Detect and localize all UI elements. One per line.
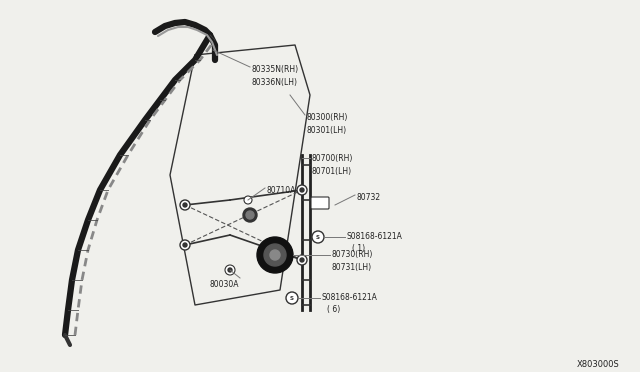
Circle shape bbox=[183, 243, 187, 247]
Circle shape bbox=[257, 237, 293, 273]
Circle shape bbox=[180, 240, 190, 250]
Text: S: S bbox=[290, 295, 294, 301]
Circle shape bbox=[286, 292, 298, 304]
Text: X803000S: X803000S bbox=[577, 360, 620, 369]
Text: S08168-6121A: S08168-6121A bbox=[347, 232, 403, 241]
FancyBboxPatch shape bbox=[311, 197, 329, 209]
Text: S08168-6121A: S08168-6121A bbox=[322, 293, 378, 302]
Text: 80700(RH): 80700(RH) bbox=[312, 154, 353, 163]
Circle shape bbox=[312, 231, 324, 243]
Circle shape bbox=[264, 244, 286, 266]
Circle shape bbox=[270, 250, 280, 260]
Circle shape bbox=[244, 196, 252, 204]
Circle shape bbox=[246, 211, 254, 219]
Circle shape bbox=[228, 268, 232, 272]
Text: S: S bbox=[316, 234, 320, 240]
Text: ( 1): ( 1) bbox=[352, 244, 365, 253]
Circle shape bbox=[297, 255, 307, 265]
Circle shape bbox=[180, 200, 190, 210]
Text: 80300(RH): 80300(RH) bbox=[307, 113, 348, 122]
Circle shape bbox=[297, 185, 307, 195]
Text: 80335N(RH): 80335N(RH) bbox=[252, 65, 299, 74]
Circle shape bbox=[225, 265, 235, 275]
Text: 80030A: 80030A bbox=[210, 280, 239, 289]
Text: 80730(RH): 80730(RH) bbox=[332, 250, 373, 259]
Text: 80710A: 80710A bbox=[267, 186, 296, 195]
Circle shape bbox=[300, 258, 304, 262]
Circle shape bbox=[300, 188, 304, 192]
Circle shape bbox=[243, 208, 257, 222]
Text: 80301(LH): 80301(LH) bbox=[307, 126, 347, 135]
Text: 80336N(LH): 80336N(LH) bbox=[252, 78, 298, 87]
Text: 80732: 80732 bbox=[357, 193, 381, 202]
Text: ( 6): ( 6) bbox=[327, 305, 340, 314]
Text: 80731(LH): 80731(LH) bbox=[332, 263, 372, 272]
Text: 80701(LH): 80701(LH) bbox=[312, 167, 352, 176]
Circle shape bbox=[183, 203, 187, 207]
